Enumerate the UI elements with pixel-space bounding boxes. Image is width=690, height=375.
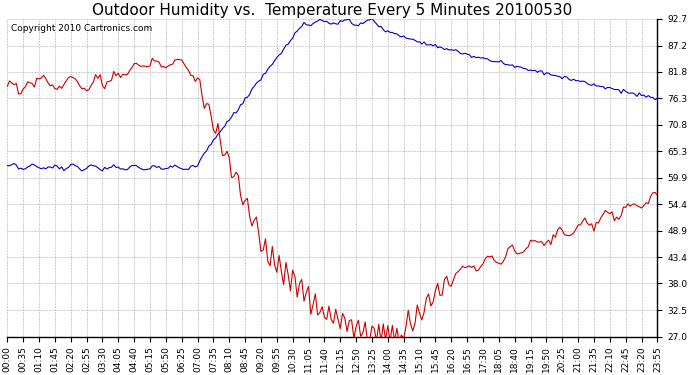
Text: Copyright 2010 Cartronics.com: Copyright 2010 Cartronics.com — [10, 24, 152, 33]
Title: Outdoor Humidity vs.  Temperature Every 5 Minutes 20100530: Outdoor Humidity vs. Temperature Every 5… — [92, 3, 573, 18]
